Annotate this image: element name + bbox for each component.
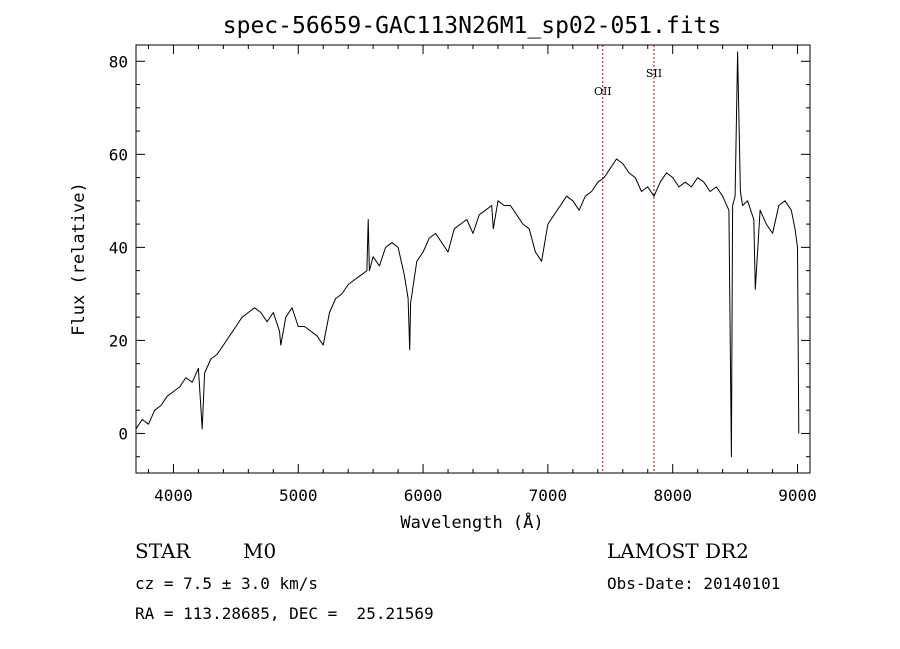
line-label-oii: OII xyxy=(594,85,612,98)
subclass: M0 xyxy=(243,539,277,563)
class-type: STAR xyxy=(135,539,191,563)
obs-date: Obs-Date: 20140101 xyxy=(607,574,781,593)
y-tick-label: 0 xyxy=(118,424,128,443)
y-axis: 0 20 40 60 80 xyxy=(109,52,810,458)
y-axis-label: Flux (relative) xyxy=(69,182,89,336)
chart-title: spec-56659-GAC113N26M1_sp02-051.fits xyxy=(223,13,722,39)
line-label-sii: SII xyxy=(646,67,662,80)
x-tick-label: 9000 xyxy=(778,486,817,505)
line-markers: OII SII xyxy=(594,45,662,473)
x-tick-label: 8000 xyxy=(653,486,692,505)
x-tick-label: 5000 xyxy=(279,486,318,505)
y-tick-label: 80 xyxy=(109,52,128,71)
x-tick-label: 7000 xyxy=(529,486,568,505)
x-axis: 4000 5000 6000 7000 8000 9000 xyxy=(147,45,817,505)
y-tick-label: 60 xyxy=(109,145,128,164)
survey-name: LAMOST DR2 xyxy=(607,539,749,563)
spectrum-series xyxy=(135,51,800,458)
y-tick-label: 40 xyxy=(109,238,128,257)
x-tick-label: 4000 xyxy=(154,486,193,505)
coordinates: RA = 113.28685, DEC = 25.21569 xyxy=(135,604,434,623)
y-tick-label: 20 xyxy=(109,331,128,350)
x-tick-label: 6000 xyxy=(404,486,443,505)
spectrum-line xyxy=(135,51,800,458)
x-axis-label: Wavelength (Å) xyxy=(400,511,543,533)
redshift-cz: cz = 7.5 ± 3.0 km/s xyxy=(135,574,319,593)
plot-frame xyxy=(135,44,811,474)
